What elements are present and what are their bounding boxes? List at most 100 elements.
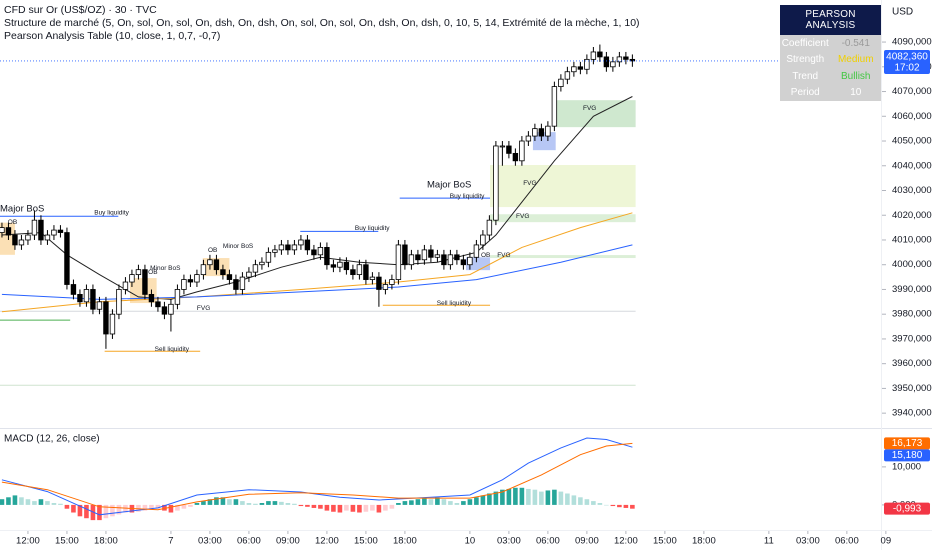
candle-body — [148, 294, 155, 303]
candle-body — [220, 269, 226, 276]
candle-body — [473, 244, 480, 258]
y-tick-label: 3990,000 — [892, 284, 932, 295]
annotation: Sell liquidity — [155, 346, 190, 353]
candle-body — [408, 254, 415, 266]
y-tick-label: 4050,000 — [892, 136, 932, 147]
histogram-bar — [428, 499, 434, 505]
histogram-bar — [0, 499, 5, 505]
candle-body — [623, 56, 629, 60]
histogram-bar — [175, 504, 180, 511]
histogram-bar — [201, 501, 206, 505]
x-tick-label: 18:00 — [692, 536, 716, 547]
candle-body — [285, 244, 291, 251]
candle-body — [532, 128, 538, 137]
candle-body — [337, 261, 343, 268]
currency: USD — [892, 7, 913, 18]
row-label: Period — [790, 87, 820, 99]
row-value: Medium — [837, 54, 874, 66]
candle-body — [428, 249, 434, 258]
histogram-bar — [513, 487, 518, 505]
histogram-bar — [142, 504, 148, 511]
x-tick-label: 15:00 — [653, 536, 677, 547]
histogram-bar — [77, 504, 83, 517]
zone — [490, 255, 636, 259]
candle-body — [311, 249, 317, 256]
x-tick-label: 09:00 — [575, 536, 599, 547]
x-tick-label: 15:00 — [55, 536, 79, 547]
candle-body — [610, 61, 616, 68]
x-tick-label: 11 — [764, 536, 774, 547]
histogram-bar — [116, 504, 122, 515]
histogram-bar — [246, 503, 252, 505]
row-label: Strength — [786, 54, 825, 66]
candle-body — [389, 279, 395, 285]
histogram-bar — [565, 493, 570, 505]
histogram-bar — [240, 501, 245, 505]
candle-body — [512, 152, 519, 162]
candle-body — [259, 261, 265, 266]
y-tick-label: 4060,000 — [892, 111, 932, 122]
x-tick-label: 18:00 — [94, 536, 118, 547]
x-tick-label: 7 — [168, 536, 173, 547]
last-price-label: 4082,360 — [886, 52, 928, 63]
candle-body — [5, 227, 12, 236]
candle-body — [194, 274, 200, 283]
candle-body — [278, 244, 285, 251]
histogram-bar — [558, 491, 564, 505]
histogram-bar — [376, 504, 382, 513]
histogram-bar — [305, 504, 310, 507]
histogram-bar — [71, 504, 76, 513]
candle-body — [265, 251, 272, 263]
candle-body — [603, 56, 610, 68]
candle-body — [395, 244, 402, 280]
x-tick-label: 03:00 — [796, 536, 820, 547]
candle-body — [538, 128, 545, 137]
candle-body — [77, 294, 83, 303]
value-label-box — [884, 449, 930, 462]
histogram-bar — [155, 504, 161, 509]
candle-body — [239, 276, 246, 290]
candle-body — [129, 274, 135, 283]
candle-body — [571, 66, 577, 73]
pearson-table: PEARSON ANALYSIS Coefficient -0.541 Stren… — [780, 5, 881, 101]
histogram-bar — [617, 504, 622, 508]
x-tick-label: 15:00 — [354, 536, 378, 547]
annotation: OB — [8, 219, 17, 226]
histogram-bar — [32, 501, 37, 505]
y-tick-label: 4030,000 — [892, 185, 932, 196]
y-tick-label: 3940,000 — [892, 408, 932, 419]
candle-body — [44, 234, 51, 241]
y-tick-label: 10,000 — [892, 461, 921, 472]
histogram-bar — [552, 489, 557, 505]
candle-body — [168, 303, 174, 315]
histogram-bar — [578, 497, 583, 505]
annotation: OB — [481, 252, 490, 259]
candle-body — [447, 254, 454, 266]
candle-body — [298, 239, 304, 246]
histogram-bar — [162, 504, 167, 511]
candle-body — [486, 219, 493, 236]
candle-body — [174, 289, 181, 305]
histogram-bar — [38, 499, 44, 505]
candle-body — [51, 229, 57, 236]
candle-body — [324, 246, 330, 266]
annotation: FVG — [197, 305, 210, 312]
histogram-bar — [266, 501, 271, 505]
histogram-bar — [539, 491, 544, 505]
plot: 3940,000 3950,000 3960,000 3970,000 3980,000… — [0, 37, 932, 547]
histogram-bar — [344, 504, 349, 511]
macd-title: MACD (12, 26, close) — [4, 434, 100, 445]
histogram-bar — [415, 499, 421, 505]
y-tick-label: 3980,000 — [892, 309, 932, 320]
y-tick-label: 3950,000 — [892, 383, 932, 394]
candle-body — [551, 86, 558, 127]
annotation: FVG — [523, 180, 536, 187]
histogram-bar — [292, 503, 297, 505]
candle-body — [233, 279, 239, 290]
histogram-bar — [402, 501, 408, 505]
histogram-bar — [532, 489, 538, 505]
histogram-bar — [149, 504, 154, 510]
histogram-bar — [357, 504, 362, 513]
histogram-bar — [383, 504, 388, 511]
